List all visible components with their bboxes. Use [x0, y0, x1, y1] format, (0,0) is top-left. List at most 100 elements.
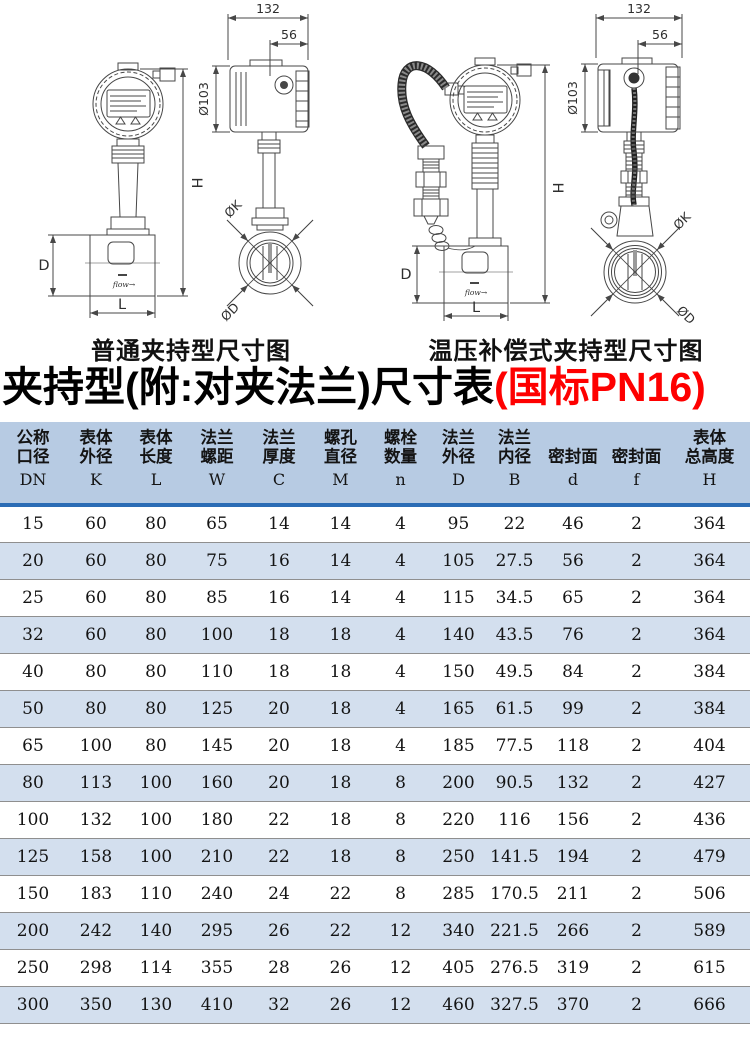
table-cell: 8 [371, 874, 430, 913]
table-cell: 18 [310, 689, 371, 728]
table-cell: 2 [604, 689, 669, 728]
table-row: 20 60 80 75 16 14 4 105 27.5 56 2 364 [0, 541, 750, 580]
dim-label-flange-diameter: ØD [674, 303, 698, 325]
table-cell: 150 [430, 652, 487, 691]
table-cell: 77.5 [487, 726, 542, 765]
table-cell: 65 [542, 578, 604, 617]
table-cell: 24 [248, 874, 310, 913]
table-cell: 22 [248, 800, 310, 839]
table-cell: 22 [487, 503, 542, 543]
table-cell: 327.5 [487, 985, 542, 1024]
column-header: 法兰 内径 B [487, 422, 542, 506]
table-cell: 2 [604, 763, 669, 802]
table-cell: 80 [126, 689, 186, 728]
table-cell: 145 [186, 726, 248, 765]
column-header: 表体 长度 L [126, 422, 186, 506]
table-cell: 170.5 [487, 874, 542, 913]
table-cell: 156 [542, 800, 604, 839]
table-cell: 130 [126, 985, 186, 1024]
table-cell: 427 [669, 763, 750, 802]
table-cell: 355 [186, 948, 248, 987]
table-cell: 60 [66, 615, 126, 654]
table-row: 25 60 80 85 16 14 4 115 34.5 65 2 364 [0, 578, 750, 617]
table-cell: 90.5 [487, 763, 542, 802]
table-row: 100 132 100 180 22 18 8 220 116 156 2 436 [0, 800, 750, 839]
table-row: 150 183 110 240 24 22 8 285 170.5 211 2 506 [0, 874, 750, 913]
table-cell: 65 [186, 503, 248, 543]
table-cell: 110 [126, 874, 186, 913]
table-cell: 2 [604, 837, 669, 876]
temp-pressure-clamp-drawing: 132 56 Ø103 H D L ØK ØD flow→ [397, 1, 698, 327]
table-cell: 43.5 [487, 615, 542, 654]
table-row: 125 158 100 210 22 18 8 250 141.5 194 2 479 [0, 837, 750, 876]
table-cell: 364 [669, 503, 750, 543]
table-cell: 16 [248, 578, 310, 617]
table-cell: 118 [542, 726, 604, 765]
dim-label-body-height: D [38, 258, 49, 274]
table-row: 65 100 80 145 20 18 4 185 77.5 118 2 404 [0, 726, 750, 765]
table-cell: 125 [186, 689, 248, 728]
table-cell: 250 [0, 948, 66, 987]
column-header: 密封面 f [604, 422, 669, 506]
ordinary-clamp-labels: 132 56 Ø103 H D L ØK ØD flow→ [38, 1, 297, 324]
dimension-table: 公称 口径 DN 表体 外径 K 表体 长度 L 法兰 螺距 W 法兰 厚度 C 螺孔 直径 M 螺栓 数量 n 法兰 外径… [0, 422, 750, 1024]
column-header: 表体 外径 K [66, 422, 126, 506]
table-cell: 285 [430, 874, 487, 913]
dim-label-body-length: L [472, 300, 480, 316]
table-cell: 2 [604, 615, 669, 654]
table-cell: 65 [0, 726, 66, 765]
table-cell: 110 [186, 652, 248, 691]
column-header: 密封面 d [542, 422, 604, 506]
table-cell: 2 [604, 726, 669, 765]
table-row: 80 113 100 160 20 18 8 200 90.5 132 2 427 [0, 763, 750, 802]
dim-label-flange-diameter: ØD [218, 300, 242, 324]
table-cell: 113 [66, 763, 126, 802]
table-cell: 210 [186, 837, 248, 876]
table-cell: 80 [66, 689, 126, 728]
table-cell: 26 [310, 985, 371, 1024]
column-header: 法兰 外径 D [430, 422, 487, 506]
table-cell: 2 [604, 652, 669, 691]
table-cell: 4 [371, 726, 430, 765]
page-title: 夹持型(附:对夹法兰)尺寸表(国标PN16) [2, 364, 750, 411]
dim-label-132: 132 [627, 1, 651, 16]
table-cell: 4 [371, 652, 430, 691]
table-cell: 211 [542, 874, 604, 913]
table-cell: 80 [66, 652, 126, 691]
table-cell: 250 [430, 837, 487, 876]
column-header: 螺孔 直径 M [310, 422, 371, 506]
dim-label-56: 56 [281, 27, 297, 42]
table-cell: 14 [310, 503, 371, 543]
table-cell: 20 [248, 726, 310, 765]
table-cell: 18 [310, 763, 371, 802]
table-cell: 14 [248, 503, 310, 543]
table-cell: 404 [669, 726, 750, 765]
table-cell: 220 [430, 800, 487, 839]
table-cell: 32 [0, 615, 66, 654]
table-cell: 183 [66, 874, 126, 913]
table-cell: 12 [371, 911, 430, 950]
table-cell: 85 [186, 578, 248, 617]
table-cell: 8 [371, 763, 430, 802]
table-cell: 4 [371, 578, 430, 617]
dim-label-body-length: L [118, 297, 126, 313]
table-cell: 28 [248, 948, 310, 987]
table-cell: 34.5 [487, 578, 542, 617]
table-cell: 300 [0, 985, 66, 1024]
table-cell: 340 [430, 911, 487, 950]
table-cell: 114 [126, 948, 186, 987]
table-cell: 150 [0, 874, 66, 913]
header-row: 公称 口径 DN 表体 外径 K 表体 长度 L 法兰 螺距 W 法兰 厚度 C 螺孔 直径 M 螺栓 数量 n 法兰 外径… [0, 422, 750, 506]
table-cell: 22 [310, 874, 371, 913]
table-cell: 125 [0, 837, 66, 876]
table-cell: 26 [248, 911, 310, 950]
table-cell: 100 [126, 763, 186, 802]
table-cell: 100 [126, 800, 186, 839]
figures-section: 132 56 Ø103 H D L ØK ØD flow→ 普通夹持型尺寸图 [0, 0, 750, 365]
table-cell: 141.5 [487, 837, 542, 876]
table-cell: 27.5 [487, 541, 542, 580]
dimension-table-body: 15 60 80 65 14 14 4 95 22 46 2 364 20 60 80 75 16 14 4 105 2… [0, 503, 750, 1024]
table-cell: 18 [310, 726, 371, 765]
table-cell: 76 [542, 615, 604, 654]
table-cell: 2 [604, 985, 669, 1024]
